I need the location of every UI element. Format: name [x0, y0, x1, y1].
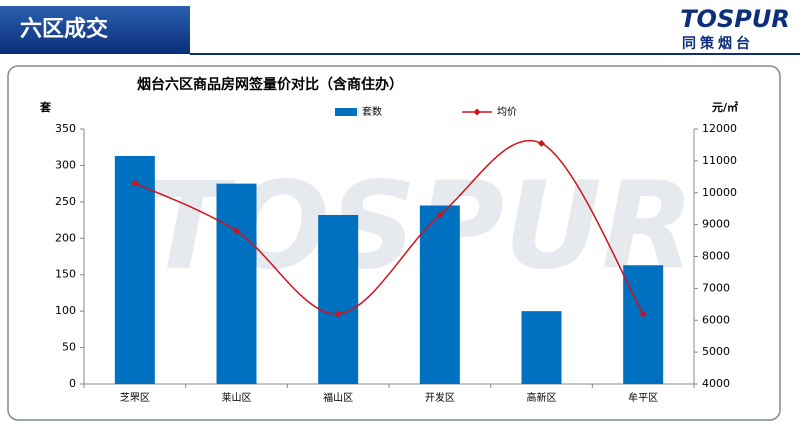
- y-axis-label: 套: [40, 100, 52, 114]
- x-tick-label: 牟平区: [628, 391, 658, 404]
- bar: [419, 205, 460, 384]
- header-box: [0, 6, 190, 54]
- line-marker: [436, 211, 444, 219]
- logo-subtitle: 同策烟台: [682, 35, 754, 52]
- line-marker: [538, 139, 545, 147]
- legend-label: 套数: [362, 105, 382, 118]
- x-tick-label: 高新区: [527, 391, 557, 404]
- x-tick-label: 莱山区: [222, 392, 252, 404]
- y-tick-label: 200: [55, 231, 76, 244]
- bar: [114, 155, 155, 384]
- y2-tick-label: 8000: [702, 250, 730, 263]
- y2-tick-label: 6000: [702, 313, 730, 326]
- y-tick-label: 50: [62, 341, 76, 354]
- chart-title: 烟台六区商品房网签量价对比（含商住办）: [137, 76, 403, 93]
- line-marker: [334, 310, 342, 318]
- line-marker: [131, 179, 139, 187]
- legend-marker: [473, 108, 481, 116]
- y2-tick-label: 10000: [702, 186, 737, 199]
- x-tick-label: 福山区: [323, 391, 353, 404]
- y2-tick-label: 7000: [702, 281, 730, 294]
- bar: [623, 265, 664, 384]
- line-marker: [233, 227, 240, 235]
- y-tick-label: 100: [55, 304, 76, 317]
- logo-name: TOSPUR: [680, 5, 790, 33]
- x-tick-label: 开发区: [425, 391, 455, 404]
- y-tick-label: 250: [55, 195, 76, 208]
- y-tick-label: 150: [55, 268, 76, 281]
- y2-axis-label: 元/㎡: [712, 100, 738, 114]
- chart-frame: [7, 65, 781, 421]
- y-tick-label: 300: [55, 158, 76, 171]
- bar: [216, 183, 257, 384]
- y-tick-label: 0: [69, 377, 76, 390]
- x-tick-label: 芝罘区: [120, 391, 150, 404]
- line-marker: [639, 310, 647, 318]
- y2-tick-label: 11000: [702, 154, 737, 167]
- y2-tick-label: 4000: [702, 377, 730, 390]
- legend-label: 均价: [497, 106, 517, 118]
- bar: [318, 214, 359, 384]
- legend-swatch: [335, 108, 357, 116]
- y-tick-label: 350: [55, 122, 76, 135]
- y2-tick-label: 12000: [702, 122, 737, 135]
- y2-tick-label: 9000: [702, 218, 730, 231]
- bar: [521, 311, 562, 384]
- header-title: 六区成交: [20, 16, 108, 42]
- y2-tick-label: 5000: [702, 345, 730, 358]
